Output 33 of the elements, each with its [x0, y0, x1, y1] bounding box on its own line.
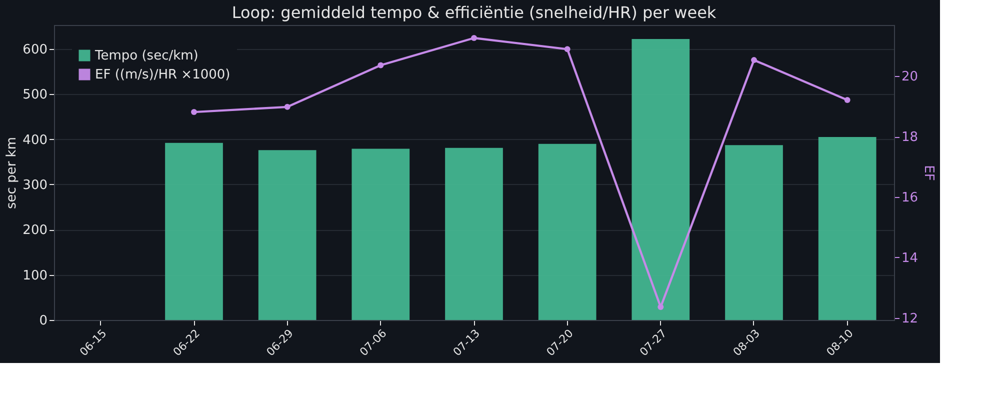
- bar: [165, 142, 223, 320]
- chart-title: Loop: gemiddeld tempo & efficiëntie (snelheid/HR) per week: [232, 3, 717, 22]
- y-tick-label: 600: [22, 42, 48, 58]
- bar: [725, 145, 783, 320]
- bar: [632, 39, 690, 320]
- y-axis-title: sec per km: [4, 137, 20, 209]
- point: [564, 46, 570, 52]
- y-tick-label: 400: [22, 132, 48, 148]
- y-tick-label: 500: [22, 88, 48, 103]
- legend-label: Tempo (sec/km): [94, 48, 198, 64]
- bar: [818, 137, 876, 320]
- y-tick-label: 200: [22, 223, 48, 238]
- bar: [352, 148, 410, 320]
- point: [284, 104, 290, 110]
- legend-label: EF ((m/s)/HR ×1000): [95, 68, 230, 82]
- point: [751, 57, 757, 64]
- point: [844, 96, 850, 103]
- bar: [445, 148, 503, 320]
- y2-axis-title: EF: [921, 165, 936, 181]
- y-tick-label: 300: [22, 178, 48, 193]
- y-tick-label: 0: [39, 314, 48, 328]
- point: [471, 35, 477, 41]
- point: [658, 304, 664, 310]
- bar: [258, 150, 316, 320]
- y2-tick-label: 12: [902, 311, 918, 326]
- bar: [538, 144, 596, 320]
- y2-tick-label: 18: [902, 130, 918, 146]
- y2-tick-label: 20: [902, 70, 918, 85]
- y2-tick-label: 16: [902, 190, 918, 206]
- point: [191, 109, 197, 116]
- y-tick-label: 100: [22, 268, 48, 284]
- point: [378, 62, 384, 68]
- y2-tick-label: 14: [902, 250, 918, 266]
